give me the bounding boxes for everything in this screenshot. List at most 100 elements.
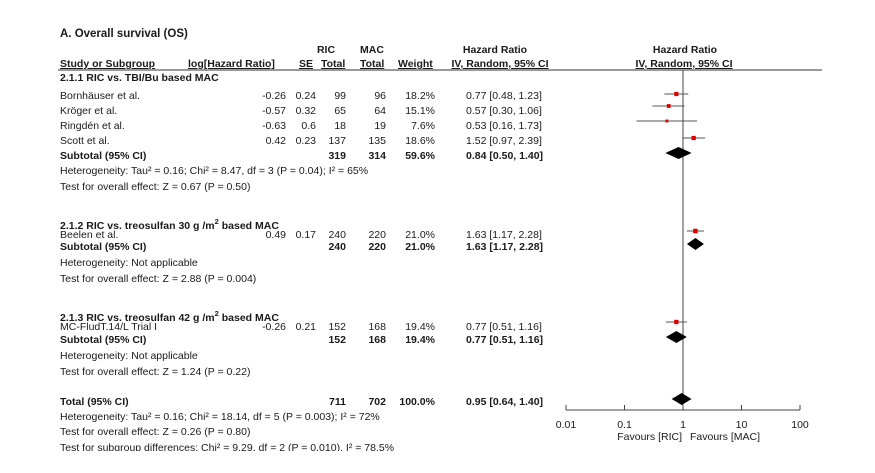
- group-label-3: 2.1.3 RIC vs. treosulfan 42 g /m2 based …: [60, 309, 279, 324]
- favours-right-label: Favours [MAC]: [690, 431, 761, 443]
- subtotal-diamond: [665, 147, 692, 159]
- header-hr-text: Hazard Ratio: [462, 44, 528, 56]
- study-weight: 19.4%: [405, 321, 435, 333]
- figure-title: A. Overall survival (OS): [60, 28, 188, 40]
- study-loghr: -0.57: [262, 105, 286, 117]
- subtotal-label: Subtotal (95% CI): [60, 150, 147, 162]
- study-name: Kröger et al.: [60, 105, 118, 117]
- effect-marker: [674, 91, 679, 97]
- study-weight: 21.0%: [405, 229, 435, 241]
- study-name: MC-FludT.14/L Trial I: [60, 321, 158, 333]
- subgroup-differences-text: Test for subgroup differences: Chi² = 9.…: [60, 442, 395, 451]
- overall-effect-text: Test for overall effect: Z = 0.67 (P = 0…: [60, 181, 251, 193]
- study-ric: 137: [328, 135, 346, 147]
- header-weight: Weight: [398, 58, 433, 70]
- study-ci: 1.63 [1.17, 2.28]: [466, 229, 542, 241]
- study-ric: 240: [328, 229, 346, 241]
- total-overall-effect-text: Test for overall effect: Z = 0.26 (P = 0…: [60, 426, 251, 438]
- study-ci: 0.77 [0.48, 1.23]: [466, 90, 542, 102]
- study-se: 0.32: [295, 105, 316, 117]
- header-total-mac: Total: [360, 58, 385, 70]
- study-ci: 0.77 [0.51, 1.16]: [466, 321, 542, 333]
- study-mac: 220: [368, 229, 386, 241]
- study-ric: 152: [328, 321, 346, 333]
- study-ci: 0.57 [0.30, 1.06]: [466, 105, 542, 117]
- study-ric: 99: [334, 90, 346, 102]
- header-hr-method: IV, Random, 95% CI: [451, 58, 549, 70]
- study-weight: 18.6%: [405, 135, 435, 147]
- overall-effect-text: Test for overall effect: Z = 1.24 (P = 0…: [60, 366, 251, 378]
- subtotal-ric: 319: [328, 150, 346, 162]
- header-total-ric: Total: [321, 58, 346, 70]
- study-name: Bornhäuser et al.: [60, 90, 140, 102]
- subtotal-diamond: [686, 238, 704, 250]
- header-plot-method: IV, Random, 95% CI: [635, 58, 733, 70]
- study-loghr: -0.63: [262, 120, 286, 132]
- header-se: SE: [299, 58, 314, 70]
- axis-tick-label: 0.1: [617, 419, 632, 431]
- subtotal-ci: 0.77 [0.51, 1.16]: [466, 334, 544, 346]
- effect-marker: [674, 319, 679, 325]
- study-mac: 19: [374, 120, 386, 132]
- study-se: 0.17: [295, 229, 316, 241]
- total-ric: 711: [329, 396, 346, 408]
- header-mac: MAC: [360, 44, 384, 56]
- total-mac: 702: [368, 396, 386, 408]
- study-mac: 64: [374, 105, 386, 117]
- total-diamond: [671, 393, 692, 405]
- study-ci: 0.53 [0.16, 1.73]: [466, 120, 542, 132]
- effect-marker: [691, 135, 696, 141]
- subtotal-weight: 21.0%: [405, 241, 435, 253]
- axis-tick-label: 100: [791, 419, 809, 431]
- effect-marker: [665, 119, 669, 123]
- header-study: Study or Subgroup: [60, 58, 156, 70]
- subtotal-mac: 314: [368, 150, 386, 162]
- subtotal-diamond: [665, 331, 687, 343]
- subtotal-label: Subtotal (95% CI): [60, 241, 147, 253]
- total-ci: 0.95 [0.64, 1.40]: [466, 396, 544, 408]
- subtotal-mac: 168: [368, 334, 386, 346]
- study-mac: 168: [368, 321, 386, 333]
- study-loghr: 0.49: [265, 229, 286, 241]
- total-label: Total (95% CI): [60, 396, 129, 408]
- study-se: 0.24: [295, 90, 316, 102]
- study-ci: 1.52 [0.97, 2.39]: [466, 135, 542, 147]
- study-se: 0.21: [295, 321, 316, 333]
- subtotal-ric: 240: [328, 241, 346, 253]
- study-ric: 18: [334, 120, 346, 132]
- study-se: 0.6: [301, 120, 316, 132]
- axis-tick-label: 10: [735, 419, 748, 431]
- subtotal-weight: 19.4%: [405, 334, 435, 346]
- favours-left-label: Favours [RIC]: [617, 431, 682, 443]
- heterogeneity-text: Heterogeneity: Not applicable: [60, 350, 198, 362]
- study-loghr: -0.26: [262, 321, 286, 333]
- study-weight: 15.1%: [405, 105, 435, 117]
- axis-tick-label: 1: [680, 419, 686, 431]
- heterogeneity-text: Heterogeneity: Not applicable: [60, 257, 198, 269]
- effect-marker: [693, 228, 698, 234]
- header-loghr: log[Hazard Ratio]: [188, 58, 275, 70]
- study-name: Ringdén et al.: [60, 120, 125, 132]
- subtotal-label: Subtotal (95% CI): [60, 334, 147, 346]
- axis-tick-label: 0.01: [555, 419, 577, 431]
- study-ric: 65: [334, 105, 346, 117]
- study-weight: 7.6%: [411, 120, 435, 132]
- study-mac: 96: [374, 90, 386, 102]
- study-name: Beelen et al.: [60, 229, 119, 241]
- group-label-2: 2.1.2 RIC vs. treosulfan 30 g /m2 based …: [60, 217, 279, 232]
- heterogeneity-text: Heterogeneity: Tau² = 0.16; Chi² = 8.47,…: [60, 165, 369, 177]
- total-heterogeneity-text: Heterogeneity: Tau² = 0.16; Chi² = 18.14…: [60, 411, 380, 423]
- total-weight: 100.0%: [399, 396, 435, 408]
- study-mac: 135: [368, 135, 386, 147]
- effect-marker: [666, 104, 671, 108]
- subtotal-ric: 152: [328, 334, 346, 346]
- subtotal-ci: 1.63 [1.17, 2.28]: [466, 241, 544, 253]
- subtotal-weight: 59.6%: [405, 150, 435, 162]
- group-label-1: 2.1.1 RIC vs. TBI/Bu based MAC: [60, 72, 219, 84]
- subtotal-mac: 220: [368, 241, 386, 253]
- study-weight: 18.2%: [405, 90, 435, 102]
- study-loghr: 0.42: [265, 135, 286, 147]
- header-hr-plot: Hazard Ratio: [652, 44, 718, 56]
- study-se: 0.23: [295, 135, 316, 147]
